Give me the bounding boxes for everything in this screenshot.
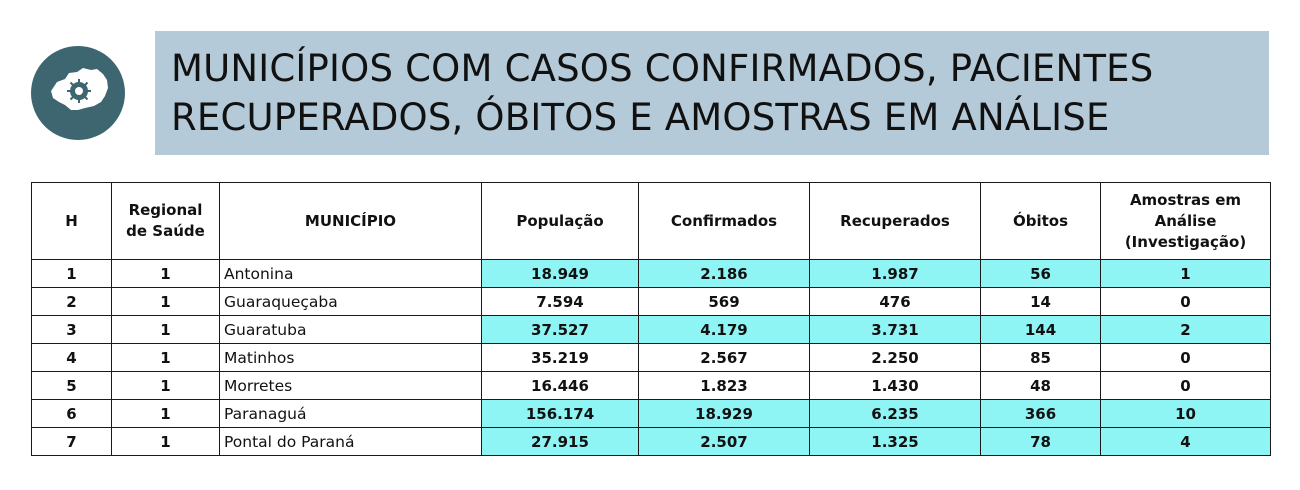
cell-municipio: Antonina (219, 259, 482, 288)
cell-municipio: Morretes (219, 371, 482, 400)
cell-regional: 1 (111, 287, 220, 316)
cell-confirmados: 2.507 (638, 427, 810, 456)
cell-regional: 1 (111, 259, 220, 288)
header-amostras: Amostras em Análise (Investigação) (1100, 182, 1271, 260)
header-amostras-line1: Amostras em (1129, 190, 1242, 209)
parana-map-virus-icon (31, 46, 125, 140)
cell-obitos: 144 (980, 315, 1101, 344)
cell-populacao: 16.446 (481, 371, 639, 400)
cell-regional: 1 (111, 427, 220, 456)
cell-amostras: 10 (1100, 399, 1271, 428)
cell-municipio: Paranaguá (219, 399, 482, 428)
cell-confirmados: 2.567 (638, 343, 810, 372)
header-h: H (31, 182, 112, 260)
cell-confirmados: 4.179 (638, 315, 810, 344)
cell-populacao: 156.174 (481, 399, 639, 428)
cell-regional: 1 (111, 343, 220, 372)
cell-populacao: 7.594 (481, 287, 639, 316)
table-row: 2 1 Guaraqueçaba 7.594 569 476 14 0 (31, 287, 1271, 316)
cell-h: 7 (31, 427, 112, 456)
cell-h: 3 (31, 315, 112, 344)
cell-confirmados: 18.929 (638, 399, 810, 428)
title-line-2: RECUPERADOS, ÓBITOS E AMOSTRAS EM ANÁLIS… (171, 96, 1110, 139)
cell-amostras: 2 (1100, 315, 1271, 344)
header-confirmados: Confirmados (638, 182, 810, 260)
table-header-row: H Regional de Saúde MUNICÍPIO População … (31, 182, 1271, 260)
cell-h: 6 (31, 399, 112, 428)
cell-obitos: 78 (980, 427, 1101, 456)
cell-populacao: 35.219 (481, 343, 639, 372)
cell-recuperados: 476 (809, 287, 981, 316)
cell-amostras: 4 (1100, 427, 1271, 456)
cell-regional: 1 (111, 371, 220, 400)
cell-regional: 1 (111, 399, 220, 428)
cell-confirmados: 569 (638, 287, 810, 316)
header-populacao: População (481, 182, 639, 260)
title-line-1: MUNICÍPIOS COM CASOS CONFIRMADOS, PACIEN… (171, 47, 1154, 90)
header-regional-line2: de Saúde (126, 222, 205, 240)
cell-recuperados: 1.325 (809, 427, 981, 456)
cell-obitos: 366 (980, 399, 1101, 428)
cell-h: 2 (31, 287, 112, 316)
cell-municipio: Guaraqueçaba (219, 287, 482, 316)
cell-municipio: Pontal do Paraná (219, 427, 482, 456)
cell-amostras: 1 (1100, 259, 1271, 288)
header-regional-line1: Regional (128, 201, 203, 219)
table-row: 3 1 Guaratuba 37.527 4.179 3.731 144 2 (31, 315, 1271, 344)
table-row: 6 1 Paranaguá 156.174 18.929 6.235 366 10 (31, 399, 1271, 428)
cell-recuperados: 1.987 (809, 259, 981, 288)
cell-municipio: Matinhos (219, 343, 482, 372)
table-row: 4 1 Matinhos 35.219 2.567 2.250 85 0 (31, 343, 1271, 372)
table-row: 7 1 Pontal do Paraná 27.915 2.507 1.325 78 4 (31, 427, 1271, 456)
header-municipio: MUNICÍPIO (219, 182, 482, 260)
cell-h: 5 (31, 371, 112, 400)
cell-municipio: Guaratuba (219, 315, 482, 344)
cell-amostras: 0 (1100, 371, 1271, 400)
cell-amostras: 0 (1100, 343, 1271, 372)
cell-h: 4 (31, 343, 112, 372)
cell-recuperados: 3.731 (809, 315, 981, 344)
cell-amostras: 0 (1100, 287, 1271, 316)
table-row: 5 1 Morretes 16.446 1.823 1.430 48 0 (31, 371, 1271, 400)
logo-graphic (51, 68, 108, 110)
header-recuperados: Recuperados (809, 182, 981, 260)
table-row: 1 1 Antonina 18.949 2.186 1.987 56 1 (31, 259, 1271, 288)
cell-obitos: 85 (980, 343, 1101, 372)
header-amostras-line3: (Investigação) (1124, 232, 1247, 251)
header-amostras-line2: Análise (1154, 211, 1217, 230)
cell-populacao: 37.527 (481, 315, 639, 344)
cell-populacao: 18.949 (481, 259, 639, 288)
cell-regional: 1 (111, 315, 220, 344)
cell-populacao: 27.915 (481, 427, 639, 456)
header-obitos: Óbitos (980, 182, 1101, 260)
cell-recuperados: 6.235 (809, 399, 981, 428)
header-regional: Regional de Saúde (111, 182, 220, 260)
cell-recuperados: 2.250 (809, 343, 981, 372)
cell-obitos: 56 (980, 259, 1101, 288)
page-title: MUNICÍPIOS COM CASOS CONFIRMADOS, PACIEN… (155, 31, 1269, 155)
cell-confirmados: 2.186 (638, 259, 810, 288)
cell-confirmados: 1.823 (638, 371, 810, 400)
cases-table: H Regional de Saúde MUNICÍPIO População … (31, 182, 1271, 456)
cell-obitos: 14 (980, 287, 1101, 316)
cell-recuperados: 1.430 (809, 371, 981, 400)
cell-obitos: 48 (980, 371, 1101, 400)
cell-h: 1 (31, 259, 112, 288)
